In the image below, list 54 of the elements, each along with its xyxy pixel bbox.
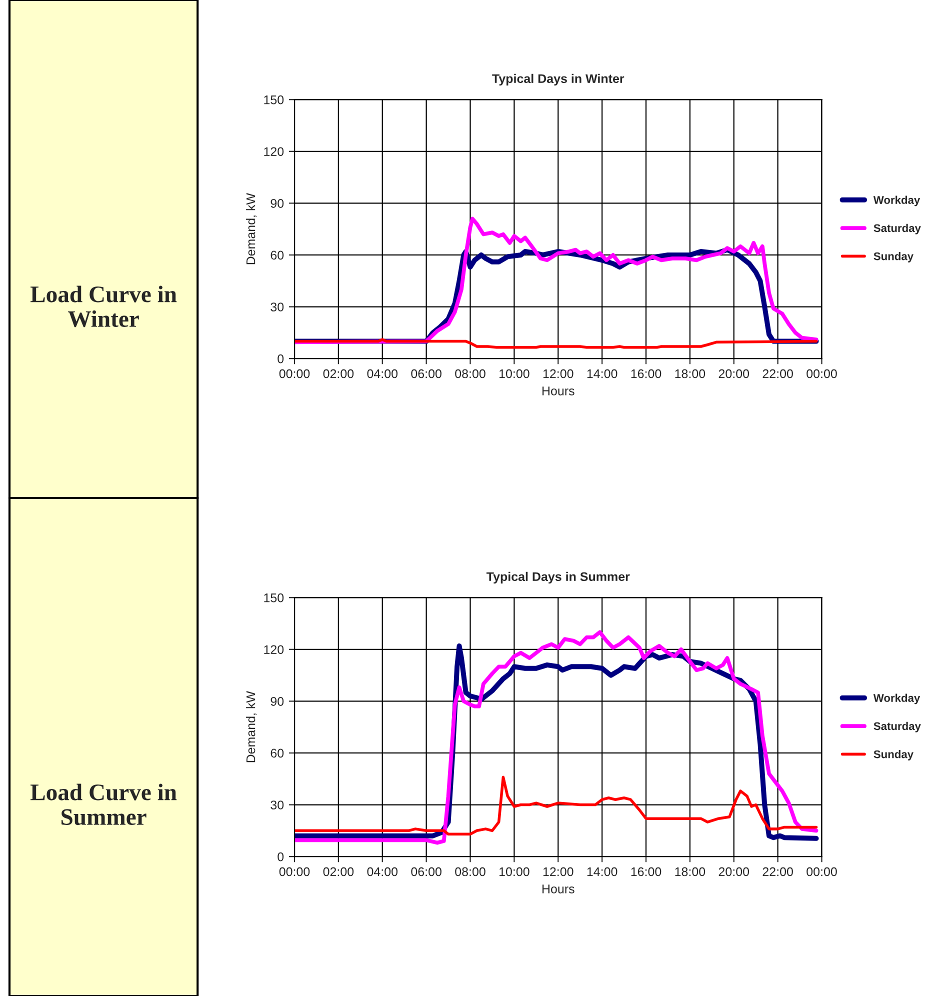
y-tick-label: 30 — [270, 800, 284, 810]
y-tick-label: 150 — [264, 593, 284, 602]
x-tick-label: 04:00 — [367, 867, 398, 876]
y-tick-label: 90 — [270, 198, 284, 208]
legend-label: Workday — [873, 196, 920, 206]
x-tick-label: 10:00 — [500, 867, 530, 876]
y-tick-label: 90 — [270, 696, 284, 706]
legend-label: Sunday — [874, 252, 914, 262]
y-tick-label: 30 — [270, 302, 284, 312]
chart-title: Typical Days in Summer — [486, 572, 630, 584]
x-tick-label: 18:00 — [675, 867, 706, 876]
y-tick-label: 120 — [264, 645, 284, 654]
x-axis-title: Hours — [542, 884, 574, 894]
x-tick-label: 16:00 — [631, 369, 662, 378]
x-tick-label: 20:00 — [718, 369, 750, 378]
x-tick-label: 08:00 — [455, 867, 486, 876]
x-tick-label: 16:00 — [631, 867, 662, 876]
x-tick-label: 00:00 — [279, 369, 310, 378]
x-tick-label: 18:00 — [675, 369, 706, 378]
y-axis-title: Demand, kW — [246, 193, 257, 264]
x-tick-label: 02:00 — [323, 369, 354, 378]
legend-label: Workday — [873, 694, 920, 704]
x-tick-label: 06:00 — [411, 369, 442, 378]
x-tick-label: 10:00 — [500, 369, 530, 378]
y-axis-title: Demand, kW — [246, 691, 257, 762]
y-tick-label: 150 — [264, 95, 284, 104]
x-axis-title: Hours — [542, 386, 574, 396]
line-series — [294, 776, 818, 836]
x-tick-label: 22:00 — [762, 369, 793, 378]
y-tick-label: 120 — [264, 147, 284, 156]
x-tick-label: 12:00 — [543, 867, 574, 876]
legend-label: Saturday — [874, 224, 921, 234]
x-tick-label: 00:00 — [806, 867, 837, 876]
x-tick-label: 00:00 — [806, 369, 837, 378]
x-tick-label: 00:00 — [279, 867, 310, 876]
y-tick-label: 0 — [278, 852, 284, 862]
text: Load Curve in Summer — [30, 784, 177, 826]
x-tick-label: 02:00 — [323, 867, 354, 876]
text: Load Curve in Winter — [30, 286, 177, 328]
x-tick-label: 20:00 — [718, 867, 750, 876]
legend-label: Saturday — [874, 722, 921, 732]
x-tick-label: 14:00 — [587, 369, 618, 378]
x-tick-label: 14:00 — [587, 867, 618, 876]
x-tick-label: 04:00 — [367, 369, 398, 378]
chart-title: Typical Days in Winter — [492, 74, 624, 86]
x-tick-label: 12:00 — [543, 369, 574, 378]
y-tick-label: 0 — [278, 354, 284, 364]
y-tick-label: 60 — [270, 748, 284, 758]
y-tick-label: 60 — [270, 250, 284, 260]
x-tick-label: 08:00 — [455, 369, 486, 378]
legend-label: Sunday — [874, 750, 914, 760]
line-series — [294, 338, 818, 349]
x-tick-label: 22:00 — [762, 867, 793, 876]
x-tick-label: 06:00 — [411, 867, 442, 876]
